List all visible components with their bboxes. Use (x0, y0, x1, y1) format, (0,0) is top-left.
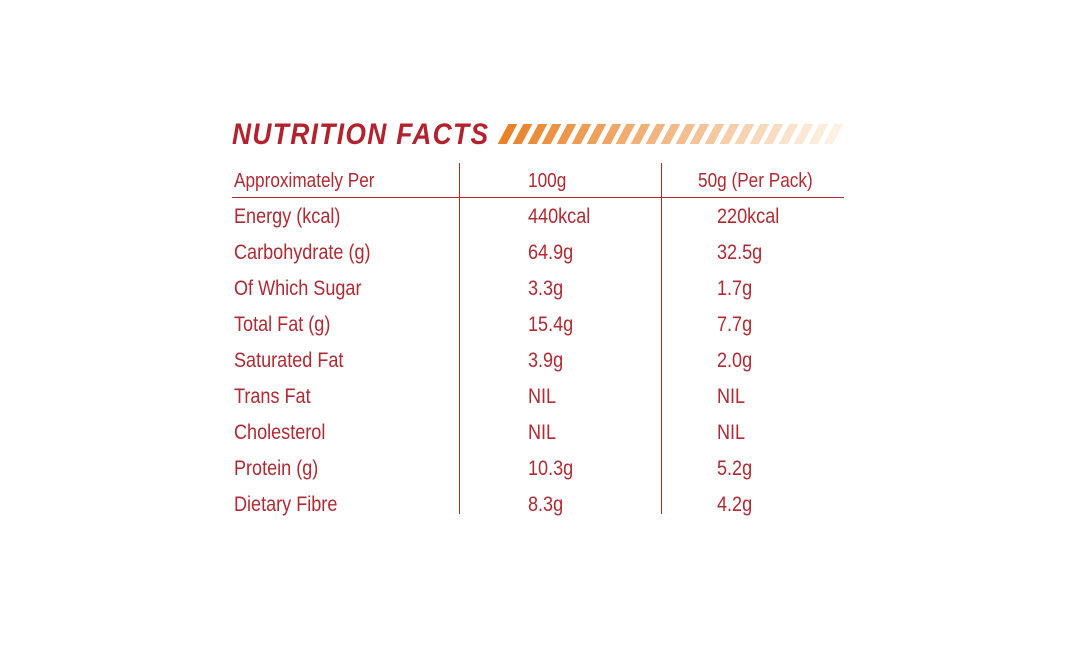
value-per-pack: 32.5g (717, 241, 763, 264)
nutrient-name: Cholesterol (234, 421, 326, 444)
table-row: Total Fat (g) 15.4g 7.7g (232, 307, 844, 343)
header-100g: 100g (528, 170, 567, 192)
nutrient-name: Carbohydrate (g) (234, 241, 371, 264)
nutrient-name: Dietary Fibre (234, 493, 338, 516)
value-per-100g: 3.3g (528, 277, 564, 300)
table-row: Carbohydrate (g) 64.9g 32.5g (232, 235, 844, 271)
value-per-100g: 15.4g (528, 313, 574, 336)
value-per-pack: NIL (717, 385, 746, 408)
header-approximately-per: Approximately Per (234, 170, 375, 192)
value-per-100g: 8.3g (528, 493, 564, 516)
nutrient-name: Protein (g) (234, 457, 319, 480)
value-per-100g: NIL (528, 385, 557, 408)
decorative-stripes (497, 124, 847, 144)
value-per-pack: 7.7g (717, 313, 753, 336)
table-row: Of Which Sugar 3.3g 1.7g (232, 271, 844, 307)
value-per-pack: 220kcal (717, 205, 780, 228)
nutrition-facts-title: NUTRITION FACTS (232, 118, 490, 151)
value-per-100g: 440kcal (528, 205, 591, 228)
value-per-pack: 2.0g (717, 349, 753, 372)
column-divider-2 (661, 163, 662, 514)
value-per-pack: 4.2g (717, 493, 753, 516)
nutrient-name: Saturated Fat (234, 349, 344, 372)
table-row: Saturated Fat 3.9g 2.0g (232, 343, 844, 379)
table-row: Protein (g) 10.3g 5.2g (232, 451, 844, 487)
value-per-pack: 5.2g (717, 457, 753, 480)
value-per-100g: 10.3g (528, 457, 574, 480)
column-divider-1 (459, 163, 460, 514)
nutrient-name: Trans Fat (234, 385, 311, 408)
nutrient-name: Energy (kcal) (234, 205, 341, 228)
value-per-pack: NIL (717, 421, 746, 444)
header-50g-per-pack: 50g (Per Pack) (698, 170, 813, 192)
value-per-100g: 64.9g (528, 241, 574, 264)
value-per-pack: 1.7g (717, 277, 753, 300)
header-divider (232, 197, 844, 198)
table-header-row: Approximately Per 100g 50g (Per Pack) (232, 163, 844, 199)
nutrient-name: Of Which Sugar (234, 277, 362, 300)
value-per-100g: 3.9g (528, 349, 564, 372)
table-row: Trans Fat NIL NIL (232, 379, 844, 415)
value-per-100g: NIL (528, 421, 557, 444)
table-row: Cholesterol NIL NIL (232, 415, 844, 451)
nutrient-name: Total Fat (g) (234, 313, 331, 336)
table-row: Energy (kcal) 440kcal 220kcal (232, 199, 844, 235)
table-row: Dietary Fibre 8.3g 4.2g (232, 487, 844, 523)
